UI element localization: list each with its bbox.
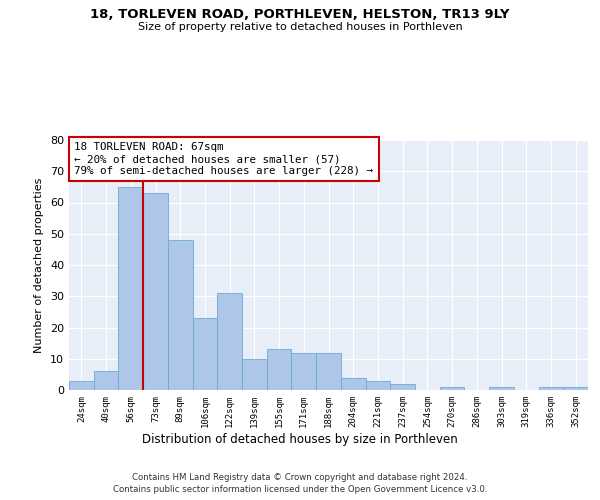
Text: 18, TORLEVEN ROAD, PORTHLEVEN, HELSTON, TR13 9LY: 18, TORLEVEN ROAD, PORTHLEVEN, HELSTON, …	[90, 8, 510, 20]
Bar	[440, 387, 464, 390]
Bar	[118, 187, 143, 390]
Bar	[341, 378, 365, 390]
Text: Size of property relative to detached houses in Porthleven: Size of property relative to detached ho…	[137, 22, 463, 32]
Bar	[193, 318, 217, 390]
Bar	[168, 240, 193, 390]
Bar	[242, 359, 267, 390]
Bar	[267, 350, 292, 390]
Bar	[69, 380, 94, 390]
Text: Contains public sector information licensed under the Open Government Licence v3: Contains public sector information licen…	[113, 485, 487, 494]
Bar	[390, 384, 415, 390]
Bar	[489, 387, 514, 390]
Text: 18 TORLEVEN ROAD: 67sqm
← 20% of detached houses are smaller (57)
79% of semi-de: 18 TORLEVEN ROAD: 67sqm ← 20% of detache…	[74, 142, 373, 176]
Text: Contains HM Land Registry data © Crown copyright and database right 2024.: Contains HM Land Registry data © Crown c…	[132, 472, 468, 482]
Bar	[292, 352, 316, 390]
Bar	[365, 380, 390, 390]
Bar	[539, 387, 563, 390]
Bar	[316, 352, 341, 390]
Text: Distribution of detached houses by size in Porthleven: Distribution of detached houses by size …	[142, 432, 458, 446]
Bar	[217, 293, 242, 390]
Y-axis label: Number of detached properties: Number of detached properties	[34, 178, 44, 352]
Bar	[94, 371, 118, 390]
Bar	[563, 387, 588, 390]
Bar	[143, 193, 168, 390]
